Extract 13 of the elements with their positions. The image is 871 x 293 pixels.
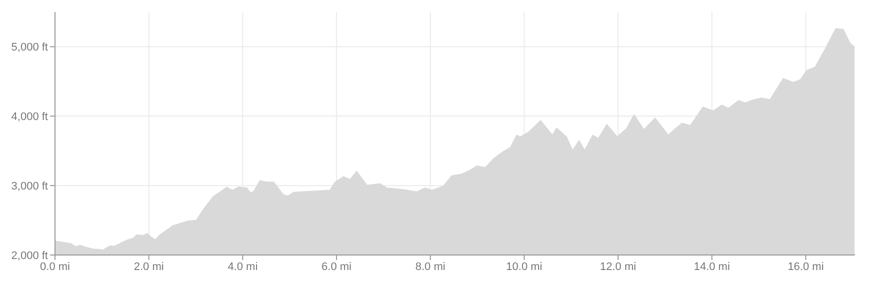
x-tick-label: 2.0 mi <box>134 260 164 273</box>
y-tick-label: 2,000 ft <box>11 250 48 262</box>
x-tick-label: 12.0 mi <box>600 260 636 273</box>
y-tick-label: 4,000 ft <box>11 111 48 124</box>
y-tick-label: 5,000 ft <box>11 42 48 54</box>
x-tick-label: 16.0 mi <box>788 260 824 273</box>
x-tick-label: 8.0 mi <box>415 260 446 273</box>
y-tick-label: 3,000 ft <box>11 180 48 192</box>
x-tick-label: 0.0 mi <box>40 260 70 273</box>
x-tick-label: 6.0 mi <box>322 260 352 273</box>
x-tick-label: 4.0 mi <box>228 260 258 273</box>
x-tick-label: 14.0 mi <box>694 260 730 273</box>
x-tick-label: 10.0 mi <box>506 260 542 273</box>
